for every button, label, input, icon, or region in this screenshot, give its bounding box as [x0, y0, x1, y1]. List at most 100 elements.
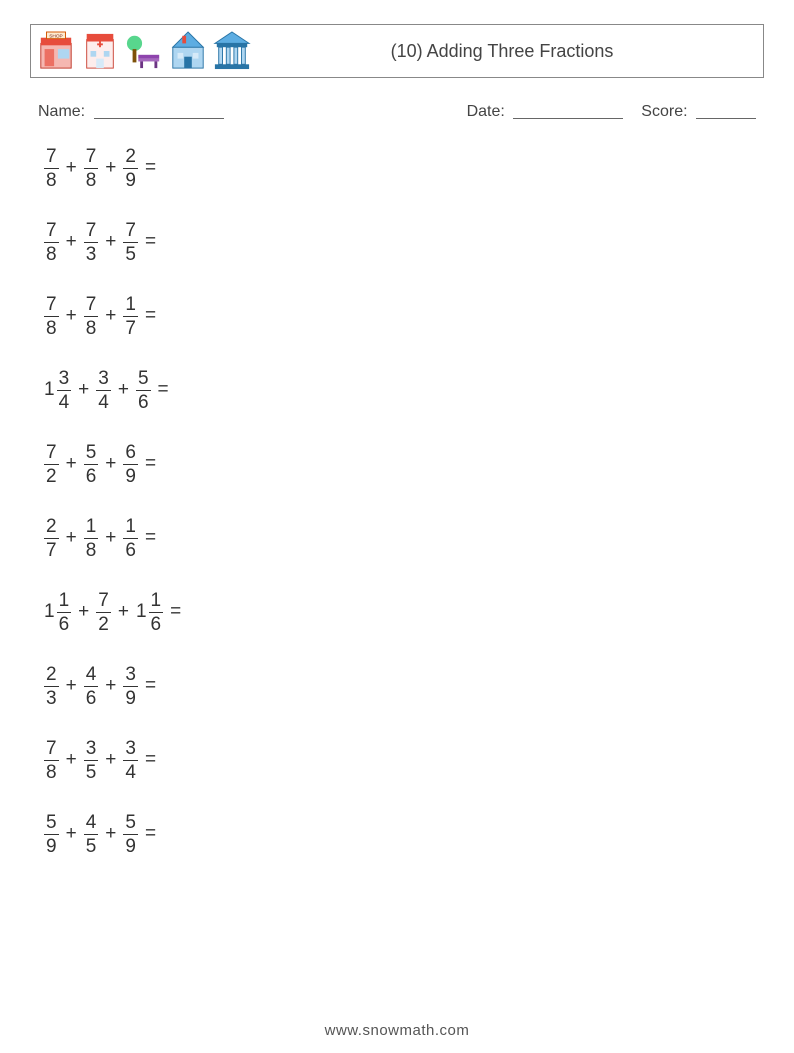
equals-sign: =	[145, 453, 156, 475]
denominator: 4	[57, 390, 72, 412]
plus-operator: +	[66, 749, 77, 771]
plus-operator: +	[105, 453, 116, 475]
denominator: 9	[123, 168, 138, 190]
plus-operator: +	[78, 601, 89, 623]
numerator: 5	[123, 813, 138, 834]
numerator: 7	[84, 147, 99, 168]
numerator: 4	[84, 665, 99, 686]
fraction: 27	[44, 517, 59, 560]
equals-sign: =	[145, 157, 156, 179]
denominator: 8	[44, 760, 59, 782]
numerator: 3	[123, 739, 138, 760]
denominator: 8	[84, 168, 99, 190]
plus-operator: +	[118, 601, 129, 623]
numerator: 7	[84, 295, 99, 316]
denominator: 8	[44, 168, 59, 190]
fraction: 34	[96, 369, 111, 412]
plus-operator: +	[118, 379, 129, 401]
numerator: 5	[44, 813, 59, 834]
name-label: Name:	[38, 103, 85, 120]
shop-icon: SHOP	[37, 30, 75, 72]
problem-row: 134+34+56=	[44, 367, 764, 413]
fraction: 46	[84, 665, 99, 708]
numerator: 7	[84, 221, 99, 242]
plus-operator: +	[66, 305, 77, 327]
worksheet-header: SHOP	[30, 24, 764, 78]
svg-text:SHOP: SHOP	[49, 34, 62, 40]
fraction: 56	[84, 443, 99, 486]
plus-operator: +	[105, 231, 116, 253]
footer-url: www.snowmath.com	[0, 1022, 794, 1039]
fraction: 16	[149, 591, 164, 634]
denominator: 8	[84, 538, 99, 560]
plus-operator: +	[66, 527, 77, 549]
denominator: 2	[44, 464, 59, 486]
equals-sign: =	[145, 749, 156, 771]
problem-row: 78+78+29=	[44, 145, 764, 191]
plus-operator: +	[105, 527, 116, 549]
numerator: 6	[123, 443, 138, 464]
fraction: 17	[123, 295, 138, 338]
numerator: 2	[123, 147, 138, 168]
problems-list: 78+78+29=78+73+75=78+78+17=134+34+56=72+…	[30, 143, 764, 857]
score-blank[interactable]	[696, 103, 756, 119]
fraction: 72	[44, 443, 59, 486]
numerator: 7	[123, 221, 138, 242]
fraction: 78	[44, 221, 59, 264]
plus-operator: +	[66, 675, 77, 697]
fraction: 78	[84, 147, 99, 190]
whole-number: 1	[44, 601, 55, 623]
denominator: 4	[123, 760, 138, 782]
problem-row: 23+46+39=	[44, 663, 764, 709]
numerator: 2	[44, 517, 59, 538]
hospital-icon	[81, 30, 119, 72]
denominator: 8	[84, 316, 99, 338]
numerator: 3	[96, 369, 111, 390]
fraction: 35	[84, 739, 99, 782]
numerator: 1	[57, 591, 72, 612]
denominator: 3	[84, 242, 99, 264]
date-blank[interactable]	[513, 103, 623, 119]
numerator: 7	[44, 443, 59, 464]
date-label: Date:	[467, 103, 505, 120]
school-icon	[169, 30, 207, 72]
fraction: 78	[44, 739, 59, 782]
denominator: 9	[123, 686, 138, 708]
denominator: 8	[44, 242, 59, 264]
fraction: 75	[123, 221, 138, 264]
equals-sign: =	[145, 823, 156, 845]
equals-sign: =	[145, 305, 156, 327]
numerator: 1	[123, 517, 138, 538]
denominator: 7	[44, 538, 59, 560]
denominator: 2	[96, 612, 111, 634]
numerator: 7	[44, 147, 59, 168]
numerator: 4	[84, 813, 99, 834]
fraction: 16	[123, 517, 138, 560]
fraction: 59	[123, 813, 138, 856]
numerator: 3	[57, 369, 72, 390]
fraction: 34	[123, 739, 138, 782]
fraction: 69	[123, 443, 138, 486]
fraction: 29	[123, 147, 138, 190]
plus-operator: +	[66, 231, 77, 253]
denominator: 5	[123, 242, 138, 264]
plus-operator: +	[105, 157, 116, 179]
fraction: 23	[44, 665, 59, 708]
denominator: 7	[123, 316, 138, 338]
equals-sign: =	[158, 379, 169, 401]
bank-icon	[213, 30, 251, 72]
whole-number: 1	[136, 601, 147, 623]
equals-sign: =	[145, 675, 156, 697]
equals-sign: =	[145, 527, 156, 549]
plus-operator: +	[66, 453, 77, 475]
numerator: 3	[123, 665, 138, 686]
equals-sign: =	[170, 601, 181, 623]
problem-row: 27 +1 8 +16 =	[44, 515, 764, 561]
plus-operator: +	[105, 305, 116, 327]
fraction: 72	[96, 591, 111, 634]
denominator: 6	[123, 538, 138, 560]
info-row: Name: Date: Score:	[30, 100, 764, 121]
name-blank[interactable]	[94, 103, 224, 119]
problem-row: 72 +56 +69 =	[44, 441, 764, 487]
fraction: 59	[44, 813, 59, 856]
